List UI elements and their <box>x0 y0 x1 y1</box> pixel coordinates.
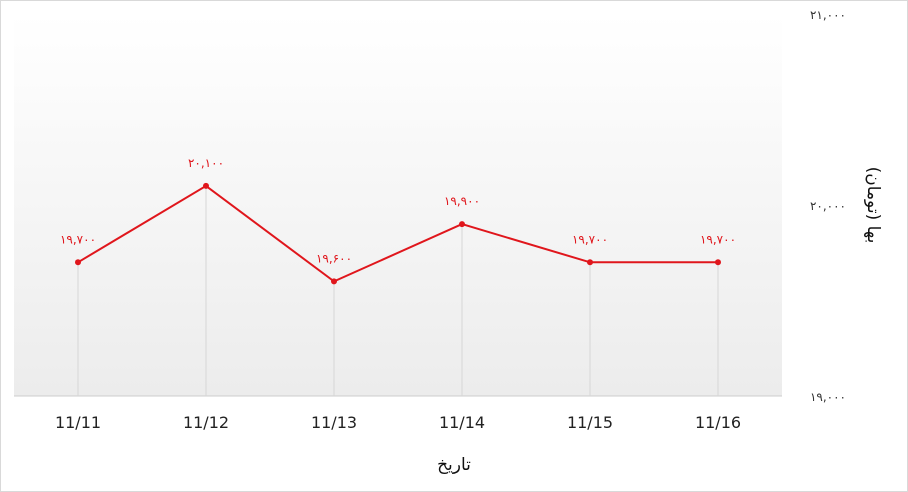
data-label: ۱۹,۷۰۰ <box>700 232 736 246</box>
data-point-11-12[interactable] <box>203 182 209 189</box>
data-label: ۲۰,۱۰۰ <box>188 156 224 170</box>
data-point-11-13[interactable] <box>331 278 337 285</box>
series-polyline <box>77 184 718 283</box>
x-axis-title: تاریخ <box>437 455 471 475</box>
y-axis-title: بها (تومان) <box>863 167 883 244</box>
data-label: ۱۹,۹۰۰ <box>444 194 480 208</box>
plot-area <box>14 14 782 396</box>
x-tick-label: 11/15 <box>567 413 613 432</box>
data-point-11-15[interactable] <box>587 259 593 266</box>
data-label: ۱۹,۷۰۰ <box>60 232 96 246</box>
data-point-11-16[interactable] <box>715 259 721 266</box>
x-tick-label: 11/13 <box>311 413 357 432</box>
x-tick-label: 11/16 <box>695 413 741 432</box>
x-tick-label: 11/11 <box>55 413 101 432</box>
x-tick-label: 11/12 <box>183 413 229 432</box>
y-tick-label: ۱۹,۰۰۰ <box>810 390 846 404</box>
data-point-11-11[interactable] <box>75 259 81 266</box>
series-line <box>77 184 718 283</box>
data-label: ۱۹,۶۰۰ <box>316 251 352 265</box>
grid-lines <box>77 185 719 396</box>
series-points <box>75 182 721 285</box>
y-tick-labels: ۲۱,۰۰۰ ۲۰,۰۰۰ ۱۹,۰۰۰ <box>810 8 846 404</box>
y-tick-label: ۲۱,۰۰۰ <box>810 8 846 22</box>
data-label: ۱۹,۷۰۰ <box>572 232 608 246</box>
x-tick-labels: 11/11 11/12 11/13 11/14 11/15 11/16 <box>55 413 741 432</box>
x-tick-label: 11/14 <box>439 413 485 432</box>
data-labels: ۱۹,۷۰۰ ۲۰,۱۰۰ ۱۹,۶۰۰ ۱۹,۹۰۰ ۱۹,۷۰۰ ۱۹,۷۰۰ <box>60 156 736 266</box>
y-tick-label: ۲۰,۰۰۰ <box>810 199 846 213</box>
data-point-11-14[interactable] <box>459 221 465 228</box>
